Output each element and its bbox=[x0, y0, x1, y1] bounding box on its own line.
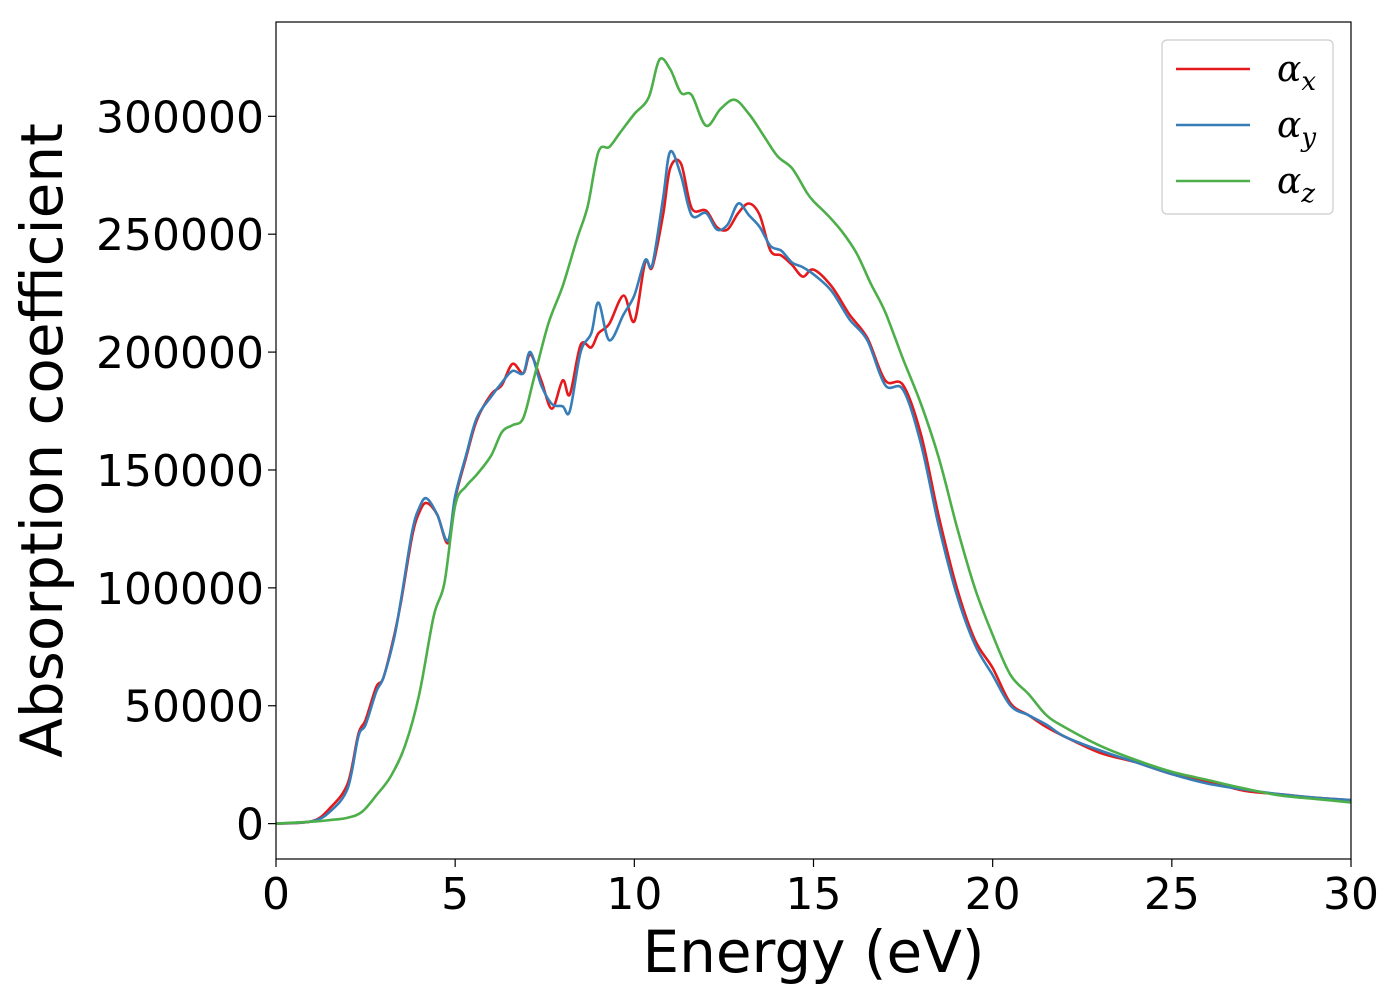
y-axis: 0 50000 100000 150000 200000 250000 300000 bbox=[96, 92, 276, 851]
y-tick-label: 200000 bbox=[96, 328, 264, 379]
x-tick-label: 25 bbox=[1144, 869, 1200, 920]
x-tick-label: 5 bbox=[441, 869, 469, 920]
plot-lines bbox=[276, 57, 1351, 825]
y-tick-label: 150000 bbox=[96, 446, 264, 497]
x-tick-label: 0 bbox=[262, 869, 290, 920]
x-tick-label: 15 bbox=[786, 869, 842, 920]
y-tick-label: 250000 bbox=[96, 210, 264, 261]
y-tick-label: 50000 bbox=[124, 682, 264, 733]
legend-box bbox=[1161, 39, 1334, 215]
y-tick-label: 100000 bbox=[96, 564, 264, 615]
y-axis-label: Absorption coefficient bbox=[8, 123, 76, 758]
x-axis: 0 5 10 15 20 25 30 bbox=[262, 859, 1379, 920]
legend-label-z: αz bbox=[1277, 161, 1315, 209]
series-line-z bbox=[276, 57, 1351, 825]
series-line-x bbox=[276, 158, 1351, 825]
x-tick-label: 20 bbox=[965, 869, 1021, 920]
x-tick-label: 10 bbox=[606, 869, 662, 920]
x-axis-label: Energy (eV) bbox=[642, 918, 984, 986]
series-line-y bbox=[276, 149, 1351, 825]
y-tick-label: 300000 bbox=[96, 92, 264, 143]
x-tick-label: 30 bbox=[1323, 869, 1379, 920]
y-tick-label: 0 bbox=[236, 800, 264, 851]
